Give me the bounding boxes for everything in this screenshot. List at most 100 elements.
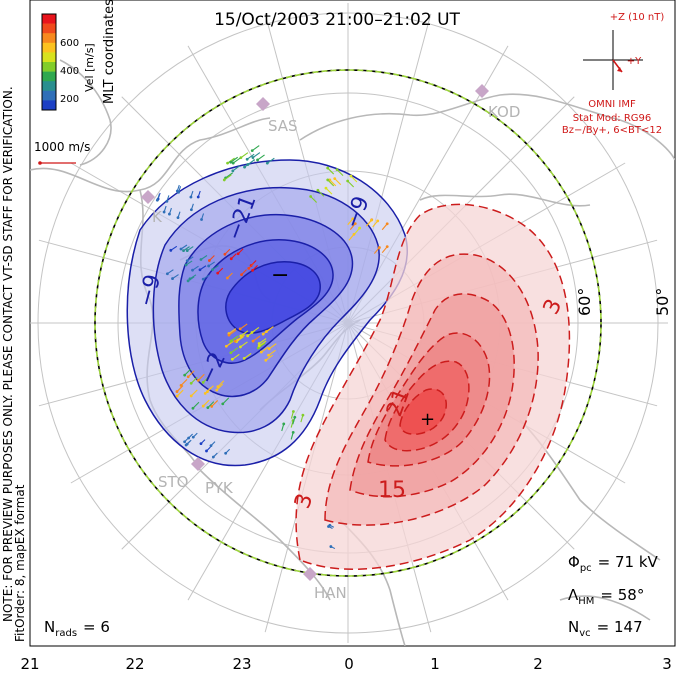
lat-label-50: 50° xyxy=(653,288,672,316)
mlt-tick-3: 3 xyxy=(662,655,672,673)
velocity-vector xyxy=(176,389,184,397)
velocity-vector-origin xyxy=(179,383,183,387)
velocity-vector-origin xyxy=(216,271,220,275)
velocity-vector xyxy=(232,157,241,164)
velocity-vector-origin xyxy=(201,277,205,281)
velocity-vector-origin xyxy=(385,245,389,249)
station-marker-han xyxy=(303,567,317,581)
imf-labels: +Z (10 nT) +Y OMNI IMF Stat Mod: RG96 Bz… xyxy=(562,12,664,136)
potential-max-marker: + xyxy=(420,409,435,430)
imf-source: OMNI IMF xyxy=(588,99,636,110)
velocity-vector xyxy=(184,368,192,376)
reference-vector-label: 1000 m/s xyxy=(34,140,90,154)
velocity-vector-origin xyxy=(242,357,246,360)
phi-pc-symbol: Φ xyxy=(568,553,580,571)
velocity-vector-origin xyxy=(201,380,205,384)
colorbar-swatch xyxy=(42,71,56,82)
velocity-vector-origin xyxy=(211,455,215,459)
velocity-vector-origin xyxy=(246,334,250,338)
velocity-vector-origin xyxy=(246,163,250,166)
station-marker-sas xyxy=(256,97,270,111)
velocity-vector xyxy=(267,157,275,164)
mlt-tick-23: 23 xyxy=(232,655,251,673)
hm-value: = 58° xyxy=(600,586,644,604)
velocity-vector-origin xyxy=(309,195,313,198)
velocity-vector-origin xyxy=(370,218,373,222)
velocity-vector-origin xyxy=(257,344,261,348)
velocity-vector-origin xyxy=(189,394,193,398)
velocity-vector-origin xyxy=(216,385,220,389)
velocity-vector xyxy=(223,174,232,181)
velocity-vector xyxy=(207,385,214,393)
velocity-vector-origin xyxy=(329,545,333,548)
velocity-vector-origin xyxy=(175,390,179,393)
velocity-vector-origin xyxy=(189,381,193,385)
velocity-vector-origin xyxy=(282,422,286,426)
nrads-symbol: N xyxy=(44,618,55,636)
velocity-vector-origin xyxy=(293,415,297,419)
velocity-vector-origin xyxy=(385,222,389,226)
velocity-vector-origin xyxy=(230,339,233,343)
velocity-vector xyxy=(192,401,200,409)
velocity-vector xyxy=(197,373,205,381)
velocity-vector xyxy=(216,383,224,391)
velocity-vector-origin xyxy=(189,195,193,199)
velocity-vector xyxy=(230,347,239,354)
velocity-vector xyxy=(202,399,210,407)
nrads-value: = 6 xyxy=(83,618,110,636)
velocity-vector-origin xyxy=(226,276,229,280)
velocity-vector-origin xyxy=(177,190,180,194)
velocity-vector xyxy=(251,327,260,333)
velocity-vector xyxy=(266,326,274,333)
velocity-vector xyxy=(243,352,252,359)
mlt-tick-2: 2 xyxy=(533,655,543,673)
colorbar-swatch xyxy=(42,52,56,63)
dusk-cell xyxy=(126,159,408,467)
velocity-vector-origin xyxy=(221,402,225,406)
colorbar-swatch xyxy=(42,33,56,44)
velocity-vector xyxy=(207,401,215,409)
velocity-vector xyxy=(310,196,318,203)
imf-scale-label: +Z (10 nT) xyxy=(610,12,665,23)
velocity-vector xyxy=(268,343,277,350)
velocity-vector-origin xyxy=(239,156,243,160)
velocity-vector-origin xyxy=(243,165,246,169)
velocity-vector-origin xyxy=(291,431,295,434)
velocity-vector-origin xyxy=(349,174,353,178)
velocity-vector-origin xyxy=(261,332,265,336)
reference-vector-origin xyxy=(38,161,42,165)
velocity-vector-origin xyxy=(233,339,237,343)
velocity-vector-origin xyxy=(226,161,229,165)
mlt-tick-22: 22 xyxy=(125,655,144,673)
velocity-vector-origin xyxy=(185,442,189,446)
velocity-vector-origin xyxy=(189,208,193,212)
velocity-vector xyxy=(228,329,237,336)
velocity-vector-origin xyxy=(179,247,183,251)
contour-label-pos-3: 15 xyxy=(378,478,406,503)
velocity-vector xyxy=(190,376,198,384)
hm-lat-stat: ΛHM = 58° xyxy=(568,586,644,607)
velocity-vector-origin xyxy=(265,330,268,333)
velocity-vector-origin xyxy=(215,388,219,392)
velocity-vector-origin xyxy=(328,523,332,527)
velocity-vector xyxy=(176,385,184,392)
station-markers xyxy=(141,84,489,581)
station-label-sas: SAS xyxy=(268,117,298,135)
velocity-vector xyxy=(232,353,240,360)
velocity-vector-origin xyxy=(176,216,180,220)
velocity-vector-origin xyxy=(222,178,226,182)
velocity-vector-origin xyxy=(182,249,185,253)
velocity-vector xyxy=(211,400,219,407)
velocity-vector-origin xyxy=(165,199,169,203)
velocity-vector-origin xyxy=(265,161,269,165)
velocity-vector-origin xyxy=(211,268,214,271)
velocity-vector-origin xyxy=(240,273,243,277)
station-label-sto: STO xyxy=(158,473,189,491)
velocity-vector xyxy=(327,167,335,175)
side-note-fitorder: FitOrder: 8, mapEX format xyxy=(13,484,27,642)
velocity-vector-origin xyxy=(346,179,350,183)
velocity-vector-origin xyxy=(196,195,200,199)
velocity-vector-origin xyxy=(377,246,381,249)
velocity-vector xyxy=(240,330,249,337)
